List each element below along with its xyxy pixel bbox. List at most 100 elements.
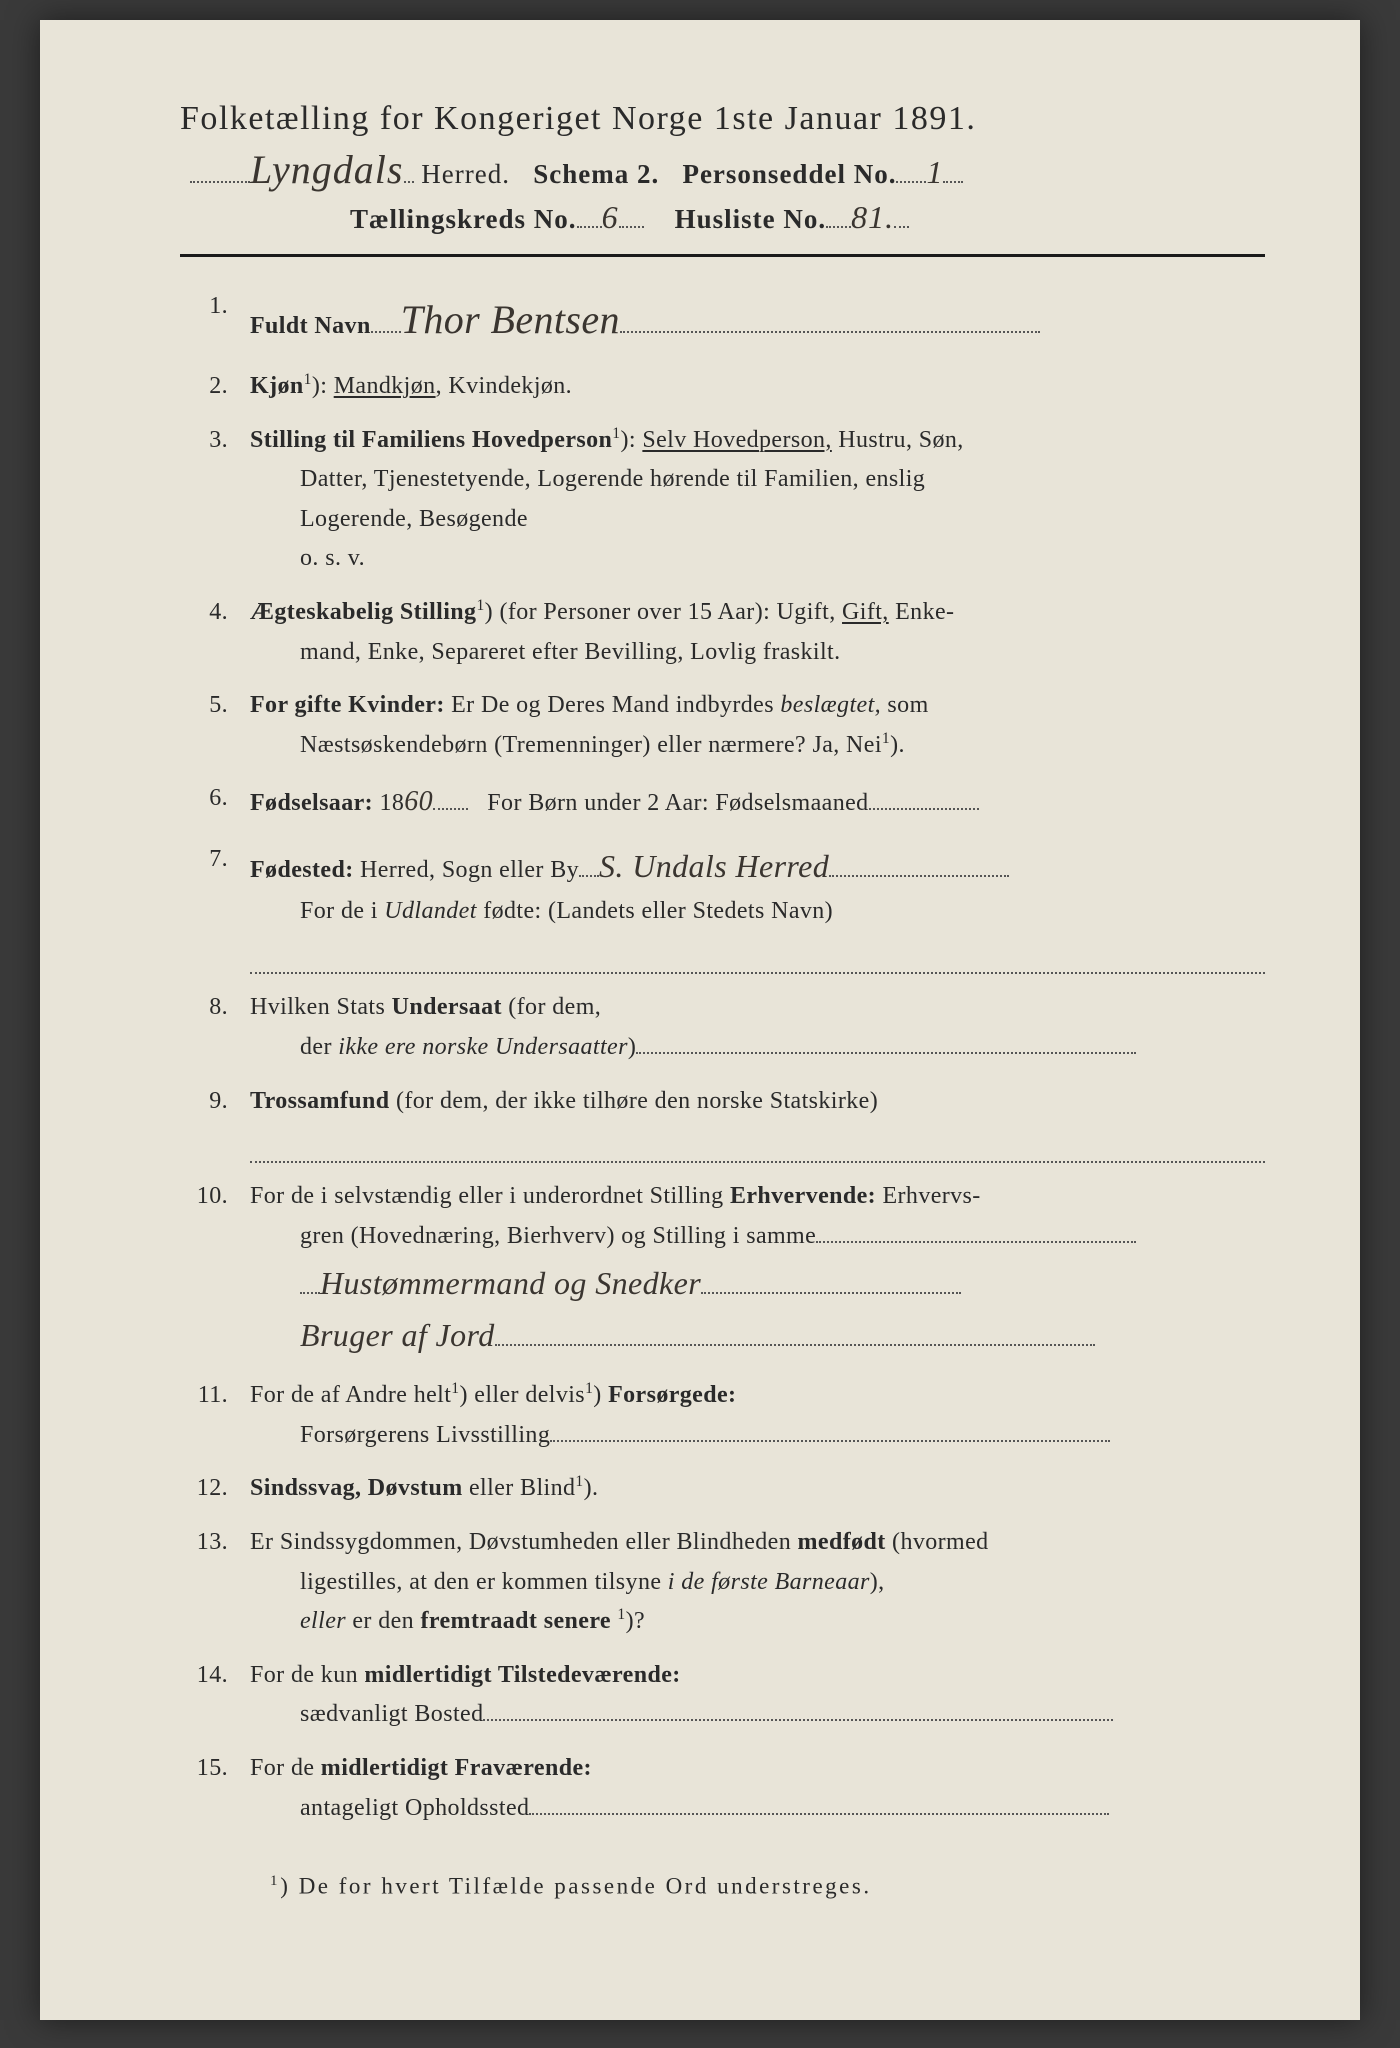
text: Enke-	[889, 599, 955, 625]
entry-7: 7. Fødested: Herred, Sogn eller ByS. Und…	[190, 840, 1265, 975]
text-cont: Datter, Tjenestetyende, Logerende hørend…	[250, 460, 1265, 500]
entry-num: 10.	[190, 1177, 250, 1217]
entry-5: 5. For gifte Kvinder: Er De og Deres Man…	[190, 686, 1265, 765]
text: er den	[346, 1608, 421, 1634]
herred-handwritten: Lyngdals	[250, 146, 404, 193]
entry-3: 3. Stilling til Familiens Hovedperson1):…	[190, 421, 1265, 579]
field-label: Fødested:	[250, 857, 354, 883]
husliste-no: 81.	[851, 199, 894, 236]
text: Forsørgerens Livsstilling	[300, 1422, 550, 1448]
entry-content: Trossamfund (for dem, der ikke tilhøre d…	[250, 1082, 1265, 1164]
entry-num: 3.	[190, 421, 250, 461]
text-cont: antageligt Opholdssted	[250, 1789, 1265, 1829]
text: Erhvervs-	[876, 1183, 981, 1209]
entry-content: For de i selvstændig eller i underordnet…	[250, 1177, 1265, 1362]
entry-15: 15. For de midlertidigt Fraværende: anta…	[190, 1749, 1265, 1828]
text: Hvilken Stats	[250, 994, 392, 1020]
text: (hvormed	[886, 1529, 989, 1555]
field-label: fremtraadt senere	[420, 1608, 611, 1634]
text: eller Blind	[463, 1475, 576, 1501]
text-cont: ligestilles, at den er kommen tilsyne i …	[250, 1563, 1265, 1603]
field-label: Stilling til Familiens Hovedperson	[250, 427, 612, 453]
personseddel-label: Personseddel No.	[682, 159, 896, 189]
entry-2: 2. Kjøn1): Mandkjøn, Kvindekjøn.	[190, 367, 1265, 407]
field-label: midlertidigt Tilstedeværende:	[364, 1662, 680, 1688]
field-label: medfødt	[798, 1529, 886, 1555]
entry-num: 7.	[190, 840, 250, 880]
text: )	[628, 1034, 636, 1060]
footnote: 1) De for hvert Tilfælde passende Ord un…	[180, 1873, 1265, 1900]
field-label: Sindssvag, Døvstum	[250, 1475, 463, 1501]
census-form-page: Folketælling for Kongeriget Norge 1ste J…	[40, 20, 1360, 2020]
text-italic: Udlandet	[384, 898, 477, 924]
taellingskreds-no: 6	[602, 199, 619, 236]
taellingskreds-label: Tællingskreds No.	[350, 204, 577, 234]
entry-num: 12.	[190, 1469, 250, 1509]
header-divider	[180, 254, 1265, 257]
footnote-ref: 1	[575, 1473, 583, 1490]
entry-num: 11.	[190, 1376, 250, 1416]
text: eller delvis	[468, 1382, 585, 1408]
text: (for dem,	[502, 994, 601, 1020]
text-italic: beslægtet,	[780, 692, 881, 718]
entry-num: 13.	[190, 1523, 250, 1563]
text: sædvanligt Bosted	[300, 1701, 483, 1727]
year-handwritten: 60	[404, 779, 433, 825]
text: (for dem, der ikke tilhøre den norske St…	[390, 1088, 879, 1114]
entry-content: For de af Andre helt1) eller delvis1) Fo…	[250, 1376, 1265, 1455]
text: (for Personer over 15 Aar): Ugift,	[493, 599, 842, 625]
footnote-ref: 1	[612, 425, 620, 442]
entry-4: 4. Ægteskabelig Stilling1) (for Personer…	[190, 593, 1265, 672]
subtitle-2: Tællingskreds No. 6 Husliste No. 81.	[180, 199, 1265, 236]
entry-num: 1.	[190, 287, 250, 327]
entry-content: Er Sindssygdommen, Døvstumheden eller Bl…	[250, 1523, 1265, 1642]
field-label: midlertidigt Fraværende:	[321, 1755, 592, 1781]
entry-14: 14. For de kun midlertidigt Tilstedevære…	[190, 1656, 1265, 1735]
field-label: Undersaat	[392, 994, 502, 1020]
entry-num: 14.	[190, 1656, 250, 1696]
text: For de	[250, 1755, 321, 1781]
entry-num: 2.	[190, 367, 250, 407]
text-cont: Næstsøskendebørn (Tremenninger) eller næ…	[250, 726, 1265, 766]
entry-content: Stilling til Familiens Hovedperson1): Se…	[250, 421, 1265, 579]
text: For Børn under 2 Aar: Fødselsmaaned	[487, 790, 868, 816]
main-title: Folketælling for Kongeriget Norge 1ste J…	[180, 100, 1265, 138]
footnote-marker: 1	[270, 1873, 280, 1889]
text: ?	[634, 1608, 645, 1634]
text-cont: gren (Hovednæring, Bierhverv) og Stillin…	[250, 1217, 1265, 1257]
text-cont: Logerende, Besøgende	[250, 500, 1265, 540]
subtitle-1: Lyngdals Herred. Schema 2. Personseddel …	[180, 146, 1265, 193]
text: Er Sindssygdommen, Døvstumheden eller Bl…	[250, 1529, 798, 1555]
entry-11: 11. For de af Andre helt1) eller delvis1…	[190, 1376, 1265, 1455]
text: som	[881, 692, 929, 718]
entry-content: For gifte Kvinder: Er De og Deres Mand i…	[250, 686, 1265, 765]
text-cont: sædvanligt Bosted	[250, 1695, 1265, 1735]
field-label: Kjøn	[250, 373, 304, 399]
text: ligestilles, at den er kommen tilsyne	[300, 1569, 668, 1595]
text: ),	[870, 1569, 885, 1595]
selected-option: Mandkjøn	[334, 373, 436, 399]
entry-num: 9.	[190, 1082, 250, 1122]
field-label: Forsørgede:	[608, 1382, 736, 1408]
text-italic: ikke ere norske Undersaatter	[338, 1034, 628, 1060]
entry-content: Sindssvag, Døvstum eller Blind1).	[250, 1469, 1265, 1509]
field-label: Trossamfund	[250, 1088, 390, 1114]
text-cont: mand, Enke, Separeret efter Bevilling, L…	[250, 633, 1265, 673]
name-handwritten: Thor Bentsen	[401, 287, 620, 353]
text-cont: Forsørgerens Livsstilling	[250, 1416, 1265, 1456]
footnote-ref: 1	[585, 1380, 593, 1397]
text: For de kun	[250, 1662, 364, 1688]
footnote-ref: 1	[617, 1606, 625, 1623]
footnote-ref: 1	[304, 371, 312, 388]
entry-content: Ægteskabelig Stilling1) (for Personer ov…	[250, 593, 1265, 672]
text-cont: o. s. v.	[250, 539, 1265, 579]
entry-num: 6.	[190, 779, 250, 819]
text: For de i	[300, 898, 384, 924]
entry-10: 10. For de i selvstændig eller i underor…	[190, 1177, 1265, 1362]
husliste-label: Husliste No.	[675, 204, 827, 234]
selected-option: Gift,	[842, 599, 889, 625]
entry-content: For de midlertidigt Fraværende: antageli…	[250, 1749, 1265, 1828]
form-entries: 1. Fuldt NavnThor Bentsen 2. Kjøn1): Man…	[180, 287, 1265, 1828]
entry-1: 1. Fuldt NavnThor Bentsen	[190, 287, 1265, 353]
entry-9: 9. Trossamfund (for dem, der ikke tilhør…	[190, 1082, 1265, 1164]
